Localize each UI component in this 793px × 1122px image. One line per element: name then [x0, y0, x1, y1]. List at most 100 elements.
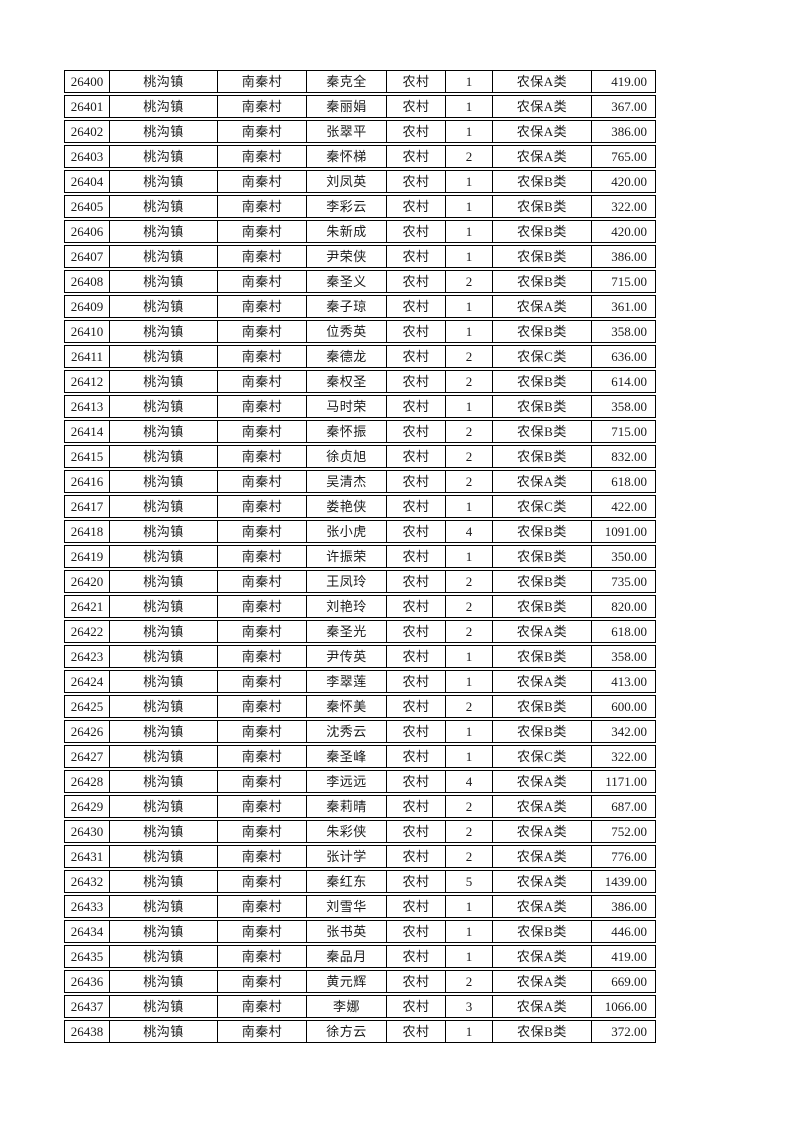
cell-amount: 322.00	[611, 749, 647, 764]
cell-amount: 614.00	[611, 374, 647, 389]
cell-person-count: 1	[446, 671, 493, 692]
cell-record-id: 26400	[65, 71, 110, 92]
cell-town: 桃沟镇	[110, 646, 218, 667]
cell-town: 桃沟镇	[110, 71, 218, 92]
cell-residence-type: 农村	[387, 96, 446, 117]
cell-record-id: 26428	[65, 771, 110, 792]
cell-person-count: 1	[446, 321, 493, 342]
cell-insurance-class: 农保B类	[493, 596, 592, 617]
cell-person-count: 1	[446, 246, 493, 267]
cell-village: 南秦村	[218, 796, 307, 817]
cell-insurance-class: 农保B类	[493, 221, 592, 242]
cell-town: 桃沟镇	[110, 696, 218, 717]
cell-person-count: 1	[446, 96, 493, 117]
cell-residence-type: 农村	[387, 221, 446, 242]
cell-residence-type: 农村	[387, 771, 446, 792]
cell-person-count: 1	[446, 746, 493, 767]
cell-village: 南秦村	[218, 321, 307, 342]
table-row: 26423 桃沟镇 南秦村 尹传英 农村 1 农保B类 358.00	[64, 645, 656, 668]
cell-insurance-class: 农保C类	[493, 746, 592, 767]
cell-record-id: 26426	[65, 721, 110, 742]
cell-insurance-class: 农保B类	[493, 646, 592, 667]
cell-village: 南秦村	[218, 521, 307, 542]
table-row: 26412 桃沟镇 南秦村 秦权圣 农村 2 农保B类 614.00	[64, 370, 656, 393]
cell-town: 桃沟镇	[110, 221, 218, 242]
cell-village: 南秦村	[218, 921, 307, 942]
cell-residence-type: 农村	[387, 296, 446, 317]
cell-record-id: 26422	[65, 621, 110, 642]
cell-record-id: 26416	[65, 471, 110, 492]
cell-village: 南秦村	[218, 296, 307, 317]
table-row: 26421 桃沟镇 南秦村 刘艳玲 农村 2 农保B类 820.00	[64, 595, 656, 618]
cell-amount: 420.00	[611, 174, 647, 189]
cell-amount: 422.00	[611, 499, 647, 514]
cell-insurance-class: 农保A类	[493, 96, 592, 117]
cell-town: 桃沟镇	[110, 321, 218, 342]
cell-village: 南秦村	[218, 721, 307, 742]
cell-residence-type: 农村	[387, 571, 446, 592]
cell-town: 桃沟镇	[110, 996, 218, 1017]
table-row: 26415 桃沟镇 南秦村 徐贞旭 农村 2 农保B类 832.00	[64, 445, 656, 468]
cell-insurance-class: 农保A类	[493, 796, 592, 817]
table-row: 26406 桃沟镇 南秦村 朱新成 农村 1 农保B类 420.00	[64, 220, 656, 243]
cell-town: 桃沟镇	[110, 871, 218, 892]
cell-town: 桃沟镇	[110, 371, 218, 392]
cell-person-count: 2	[446, 821, 493, 842]
cell-village: 南秦村	[218, 71, 307, 92]
cell-amount: 1439.00	[604, 874, 647, 889]
table-row: 26437 桃沟镇 南秦村 李娜 农村 3 农保A类 1066.00	[64, 995, 656, 1018]
cell-residence-type: 农村	[387, 421, 446, 442]
cell-residence-type: 农村	[387, 321, 446, 342]
cell-person-name: 秦丽娟	[307, 96, 387, 117]
cell-town: 桃沟镇	[110, 746, 218, 767]
cell-village: 南秦村	[218, 171, 307, 192]
cell-person-count: 1	[446, 921, 493, 942]
cell-amount: 715.00	[611, 424, 647, 439]
cell-residence-type: 农村	[387, 446, 446, 467]
cell-insurance-class: 农保B类	[493, 196, 592, 217]
table-row: 26400 桃沟镇 南秦村 秦克全 农村 1 农保A类 419.00	[64, 70, 656, 93]
cell-amount: 752.00	[611, 824, 647, 839]
cell-record-id: 26417	[65, 496, 110, 517]
table-row: 26436 桃沟镇 南秦村 黄元辉 农村 2 农保A类 669.00	[64, 970, 656, 993]
cell-insurance-class: 农保C类	[493, 496, 592, 517]
cell-person-count: 4	[446, 521, 493, 542]
cell-insurance-class: 农保B类	[493, 546, 592, 567]
cell-insurance-class: 农保B类	[493, 396, 592, 417]
cell-town: 桃沟镇	[110, 821, 218, 842]
cell-person-count: 2	[446, 471, 493, 492]
cell-person-count: 1	[446, 396, 493, 417]
cell-person-name: 尹传英	[307, 646, 387, 667]
cell-village: 南秦村	[218, 596, 307, 617]
cell-person-name: 秦子琼	[307, 296, 387, 317]
cell-town: 桃沟镇	[110, 971, 218, 992]
cell-residence-type: 农村	[387, 746, 446, 767]
cell-insurance-class: 农保A类	[493, 996, 592, 1017]
cell-record-id: 26434	[65, 921, 110, 942]
cell-person-name: 秦克全	[307, 71, 387, 92]
cell-record-id: 26410	[65, 321, 110, 342]
cell-amount: 358.00	[611, 399, 647, 414]
cell-town: 桃沟镇	[110, 571, 218, 592]
cell-town: 桃沟镇	[110, 421, 218, 442]
cell-insurance-class: 农保A类	[493, 121, 592, 142]
cell-person-count: 1	[446, 71, 493, 92]
cell-village: 南秦村	[218, 971, 307, 992]
cell-person-count: 2	[446, 271, 493, 292]
table-row: 26427 桃沟镇 南秦村 秦圣峰 农村 1 农保C类 322.00	[64, 745, 656, 768]
table-row: 26404 桃沟镇 南秦村 刘凤英 农村 1 农保B类 420.00	[64, 170, 656, 193]
cell-person-count: 1	[446, 196, 493, 217]
cell-insurance-class: 农保B类	[493, 521, 592, 542]
cell-insurance-class: 农保A类	[493, 846, 592, 867]
cell-village: 南秦村	[218, 871, 307, 892]
cell-town: 桃沟镇	[110, 346, 218, 367]
cell-amount: 420.00	[611, 224, 647, 239]
cell-residence-type: 农村	[387, 846, 446, 867]
cell-village: 南秦村	[218, 671, 307, 692]
cell-record-id: 26432	[65, 871, 110, 892]
cell-residence-type: 农村	[387, 121, 446, 142]
cell-amount: 735.00	[611, 574, 647, 589]
cell-village: 南秦村	[218, 96, 307, 117]
cell-village: 南秦村	[218, 1021, 307, 1042]
cell-town: 桃沟镇	[110, 621, 218, 642]
